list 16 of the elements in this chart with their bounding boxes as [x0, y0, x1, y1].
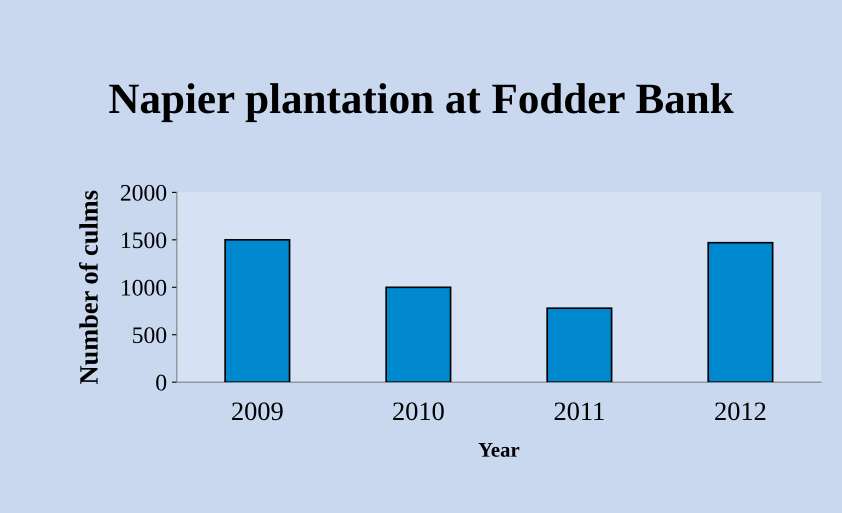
chart-title: Napier plantation at Fodder Bank — [109, 83, 734, 122]
x-tick-label: 2009 — [232, 402, 283, 420]
y-tick-label: 500 — [133, 327, 166, 344]
y-tick-label: 0 — [156, 374, 166, 391]
y-axis-title: Number of culms — [79, 190, 98, 384]
x-axis-title: Year — [478, 443, 520, 457]
bar — [385, 286, 452, 382]
y-tick-label: 2000 — [120, 184, 166, 201]
x-tick-label: 2011 — [554, 402, 604, 420]
bar — [546, 307, 612, 382]
y-tick-label: 1000 — [122, 280, 166, 296]
bar — [707, 242, 774, 382]
y-tick-label: 1500 — [122, 232, 166, 248]
x-tick-label: 2012 — [715, 402, 766, 420]
bar — [224, 238, 290, 382]
x-tick-label: 2010 — [393, 402, 444, 420]
